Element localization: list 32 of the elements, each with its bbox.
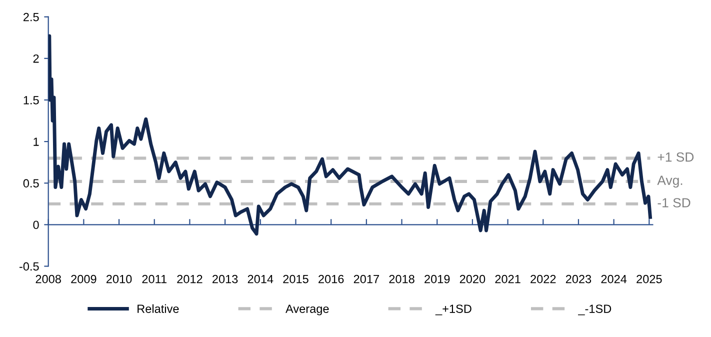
legend-label: _+1SD	[435, 304, 472, 316]
x-tick-label: 2017	[354, 274, 379, 284]
y-tick-label: 1.5	[24, 96, 39, 104]
x-tick-label: 2013	[212, 274, 238, 284]
legend-label: Relative	[138, 304, 179, 313]
x-tick-label: 2012	[177, 274, 202, 284]
legend-label: Average	[286, 304, 329, 316]
y-tick-label: 1	[34, 138, 39, 146]
x-tick-label: 2022	[530, 274, 556, 284]
y-tick-label: -0.5	[20, 262, 39, 271]
x-tick-label: 2011	[142, 274, 166, 284]
x-tick-label: 2016	[318, 274, 344, 284]
y-tick-label: 0	[33, 220, 39, 230]
x-tick-label: 2010	[106, 274, 132, 284]
y-tick-label: 2	[33, 54, 39, 63]
x-tick-label: 2015	[283, 274, 308, 284]
x-tick-label: 2018	[389, 274, 414, 284]
text: -1 SD	[658, 198, 690, 208]
legend-label: _-1SD	[578, 304, 612, 316]
y-tick-label: 0.5	[23, 179, 39, 188]
x-tick-label: 2021	[495, 274, 520, 284]
y-tick-label: 2.5	[24, 12, 39, 22]
text: +1 SD	[658, 152, 694, 162]
x-tick-label: 2023	[566, 274, 592, 284]
x-tick-label: 2020	[460, 274, 486, 284]
x-tick-label: 2008	[36, 274, 61, 284]
x-tick-label: 2019	[424, 274, 450, 284]
text: Avg.	[657, 176, 682, 188]
x-tick-label: 2024	[601, 274, 627, 284]
x-tick-label: 2025	[636, 274, 662, 284]
x-tick-label: 2014	[248, 274, 274, 284]
x-tick-label: 2009	[71, 274, 96, 284]
